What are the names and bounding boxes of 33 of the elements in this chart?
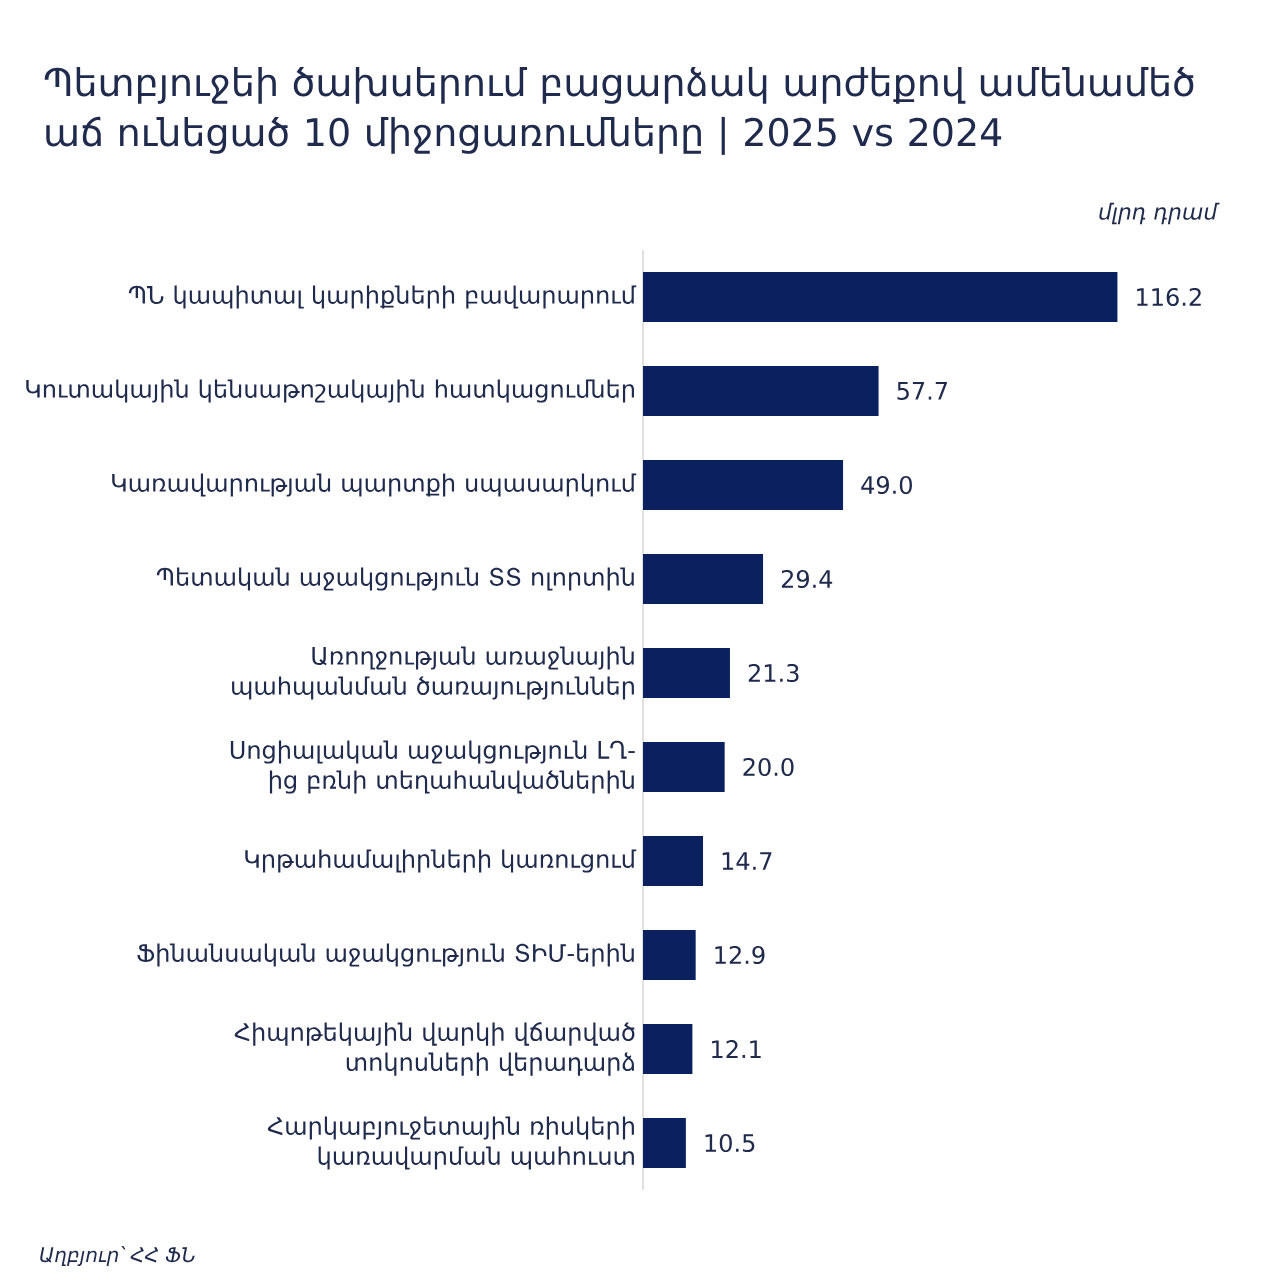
bar [643,460,844,510]
text: Աղբյուր՝ ՀՀ ՖՆ [40,1245,195,1267]
data-label: 20.0 [743,757,794,777]
y-tick-label: Հիպոթեկային վարկի վճարված տոկոսների վերադարձ [234,1022,635,1076]
data-label: 57.7 [897,382,948,400]
bar [643,272,1118,322]
data-label: 49.0 [861,475,912,495]
x-axis-title: մլրդ դրամ [1099,202,1220,225]
data-label: 12.9 [715,945,765,965]
y-tick-label: ՊՆ կապիտալ կարիքների բավարարում [128,285,637,309]
y-tick-label: Սոցիալական աջակցություն ԼՂ-ից բռնի տեղահանվածներին [230,740,635,794]
bar [643,930,696,981]
bar [643,836,704,886]
data-label: 21.3 [748,663,799,683]
bar [643,366,879,416]
data-label: 10.5 [705,1133,755,1153]
data-label: 29.4 [781,569,833,589]
y-tick-label: Կառավարության պարտքի սպասարկում [112,473,637,497]
y-tick-label: Պետական աջակցություն ՏՏ ոլորտին [156,567,634,591]
y-tick-label: Կրթահամալիրների կառուցում [245,849,637,873]
y-tick-label: Առողջության առաջնային պահպանման ծառայություններ [232,646,634,700]
y-tick-label: Կուտակային կենսաթոշակային հատկացումներ [26,379,634,403]
data-label: 12.1 [712,1040,761,1058]
bar [643,648,730,699]
bar [643,1118,686,1169]
y-tick-label: Հարկաբյուջետային ռիսկերի կառավարման պահուստ [267,1116,634,1170]
data-label: 116.2 [1137,287,1201,307]
bar [643,742,725,792]
data-label: 14.7 [722,852,772,870]
y-tick-label: Ֆինանսական աջակցություն ՏԻՄ-երին [137,943,634,967]
bar [643,1024,693,1075]
bar [643,554,764,605]
chart-title: Պետբյուջեի ծախսերում բացարձակ արժեքով ամենամեծ աճ ունեցած 10 միջոցառումները | 2025 vs 2024 [44,67,1194,155]
